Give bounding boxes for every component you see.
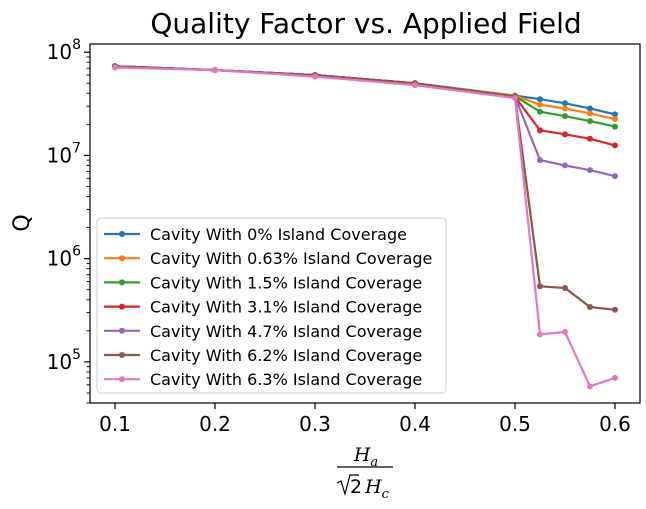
data-point xyxy=(562,328,568,335)
data-point xyxy=(612,374,618,381)
legend-swatch-marker xyxy=(119,352,125,358)
y-axis-label: Q xyxy=(10,214,35,231)
legend-label: Cavity With 4.7% Island Coverage xyxy=(150,322,422,341)
data-point xyxy=(562,131,568,138)
y-tick-base: 10 xyxy=(47,143,72,167)
data-point xyxy=(562,113,568,120)
data-point xyxy=(587,110,593,117)
y-tick-exponent: 6 xyxy=(72,244,81,260)
x-label-den-symbol: H xyxy=(364,476,382,498)
data-point xyxy=(612,306,618,313)
data-point xyxy=(587,304,593,311)
y-tick-exponent: 8 xyxy=(72,37,81,53)
legend-label: Cavity With 6.3% Island Coverage xyxy=(150,370,422,389)
legend-swatch-marker xyxy=(119,231,125,237)
x-label-num-symbol: H xyxy=(353,444,371,466)
x-label-den-factor: 2 xyxy=(350,476,362,498)
legend-swatch-marker xyxy=(119,255,125,262)
x-tick-label: 0.4 xyxy=(399,412,431,436)
data-point xyxy=(562,100,568,107)
y-tick-label: 105 xyxy=(47,347,81,374)
data-point xyxy=(537,127,543,134)
data-point xyxy=(537,96,543,103)
data-point xyxy=(537,283,543,290)
x-label-num-subscript: a xyxy=(370,455,378,470)
legend: Cavity With 0% Island Coverage Cavity Wit… xyxy=(96,217,447,394)
x-tick-label: 0.3 xyxy=(299,412,331,436)
x-label-sqrt-sign xyxy=(336,474,359,497)
data-point xyxy=(537,331,543,338)
legend-item: Cavity With 1.5% Island Coverage xyxy=(104,273,422,292)
legend-swatch-marker xyxy=(119,303,125,310)
data-point xyxy=(112,64,118,71)
legend-item: Cavity With 4.7% Island Coverage xyxy=(104,322,422,341)
legend-label: Cavity With 0% Island Coverage xyxy=(150,225,407,244)
x-axis-label: Ha 2 Hc xyxy=(336,444,393,502)
data-point xyxy=(562,105,568,112)
data-point xyxy=(412,82,418,89)
legend-label: Cavity With 0.63% Island Coverage xyxy=(150,249,432,268)
legend-label: Cavity With 3.1% Island Coverage xyxy=(150,298,422,317)
legend-frame xyxy=(96,217,447,394)
x-axis: 0.1 0.2 0.3 0.4 0.5 0.6 xyxy=(99,403,631,436)
legend-item: Cavity With 0% Island Coverage xyxy=(104,225,407,244)
x-label-den-subscript: c xyxy=(382,487,390,502)
legend-item: Cavity With 6.3% Island Coverage xyxy=(104,370,422,389)
legend-item: Cavity With 3.1% Island Coverage xyxy=(104,298,422,317)
series xyxy=(112,64,618,390)
series-group xyxy=(112,63,618,390)
y-tick-label: 108 xyxy=(47,37,81,64)
legend-label: Cavity With 6.2% Island Coverage xyxy=(150,346,422,365)
y-tick-base: 10 xyxy=(47,40,72,64)
legend-item: Cavity With 6.2% Island Coverage xyxy=(104,346,422,365)
data-point xyxy=(587,167,593,174)
data-point xyxy=(612,111,618,118)
legend-item: Cavity With 0.63% Island Coverage xyxy=(104,249,432,268)
data-point xyxy=(562,284,568,291)
data-point xyxy=(562,162,568,169)
x-label-denominator: 2 Hc xyxy=(350,476,390,502)
data-point xyxy=(612,173,618,180)
x-tick-label: 0.1 xyxy=(99,412,131,436)
y-tick-base: 10 xyxy=(47,247,72,271)
x-tick-label: 0.2 xyxy=(199,412,231,436)
data-point xyxy=(312,73,318,80)
data-point xyxy=(537,157,543,164)
chart-title: Quality Factor vs. Applied Field xyxy=(150,7,581,40)
data-point xyxy=(212,67,218,74)
y-tick-exponent: 5 xyxy=(72,347,81,363)
data-point xyxy=(612,142,618,149)
data-point xyxy=(537,101,543,108)
x-label-numerator: Ha xyxy=(353,444,378,470)
data-point xyxy=(612,116,618,123)
x-tick-label: 0.5 xyxy=(499,412,531,436)
x-tick-label: 0.6 xyxy=(599,412,631,436)
data-point xyxy=(612,123,618,130)
legend-swatch-marker xyxy=(119,279,125,286)
data-point xyxy=(512,94,518,101)
y-tick-label: 107 xyxy=(47,140,81,167)
legend-swatch-marker xyxy=(119,327,125,334)
y-tick-exponent: 7 xyxy=(72,140,81,156)
data-point xyxy=(587,383,593,390)
data-point xyxy=(587,118,593,125)
y-tick-label: 106 xyxy=(47,244,81,271)
plot-frame xyxy=(89,43,641,404)
legend-swatch-marker xyxy=(119,376,125,383)
data-point xyxy=(537,108,543,115)
data-point xyxy=(587,105,593,112)
legend-label: Cavity With 1.5% Island Coverage xyxy=(150,273,422,292)
data-point xyxy=(587,135,593,142)
y-tick-base: 10 xyxy=(47,350,72,374)
